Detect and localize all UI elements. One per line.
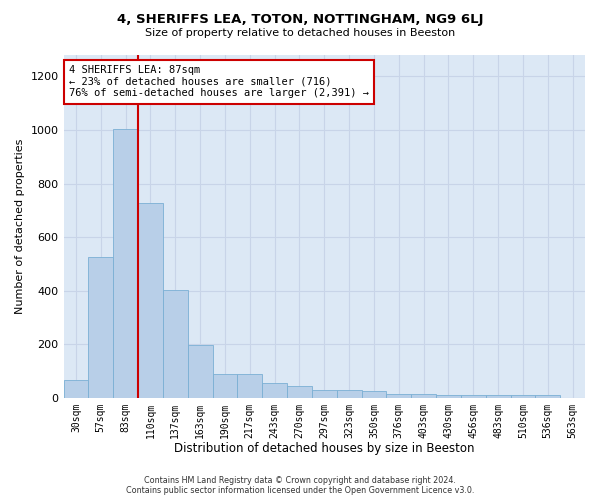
Bar [485,395,511,398]
Bar [88,256,113,398]
Bar [411,394,436,398]
Text: Size of property relative to detached houses in Beeston: Size of property relative to detached ho… [145,28,455,38]
Bar [238,374,262,398]
Bar [337,390,362,398]
Bar [535,395,560,398]
Bar [188,344,212,398]
X-axis label: Distribution of detached houses by size in Beeston: Distribution of detached houses by size … [174,442,475,455]
Text: Contains HM Land Registry data © Crown copyright and database right 2024.
Contai: Contains HM Land Registry data © Crown c… [126,476,474,495]
Bar [262,383,287,398]
Bar [212,374,238,398]
Bar [511,395,535,398]
Bar [113,130,138,398]
Bar [436,395,461,398]
Bar [386,394,411,398]
Bar [287,386,312,398]
Text: 4, SHERIFFS LEA, TOTON, NOTTINGHAM, NG9 6LJ: 4, SHERIFFS LEA, TOTON, NOTTINGHAM, NG9 … [117,12,483,26]
Bar [64,380,88,398]
Text: 4 SHERIFFS LEA: 87sqm
← 23% of detached houses are smaller (716)
76% of semi-det: 4 SHERIFFS LEA: 87sqm ← 23% of detached … [69,66,369,98]
Bar [461,395,485,398]
Y-axis label: Number of detached properties: Number of detached properties [15,138,25,314]
Bar [362,391,386,398]
Bar [163,290,188,398]
Bar [138,203,163,398]
Bar [312,390,337,398]
